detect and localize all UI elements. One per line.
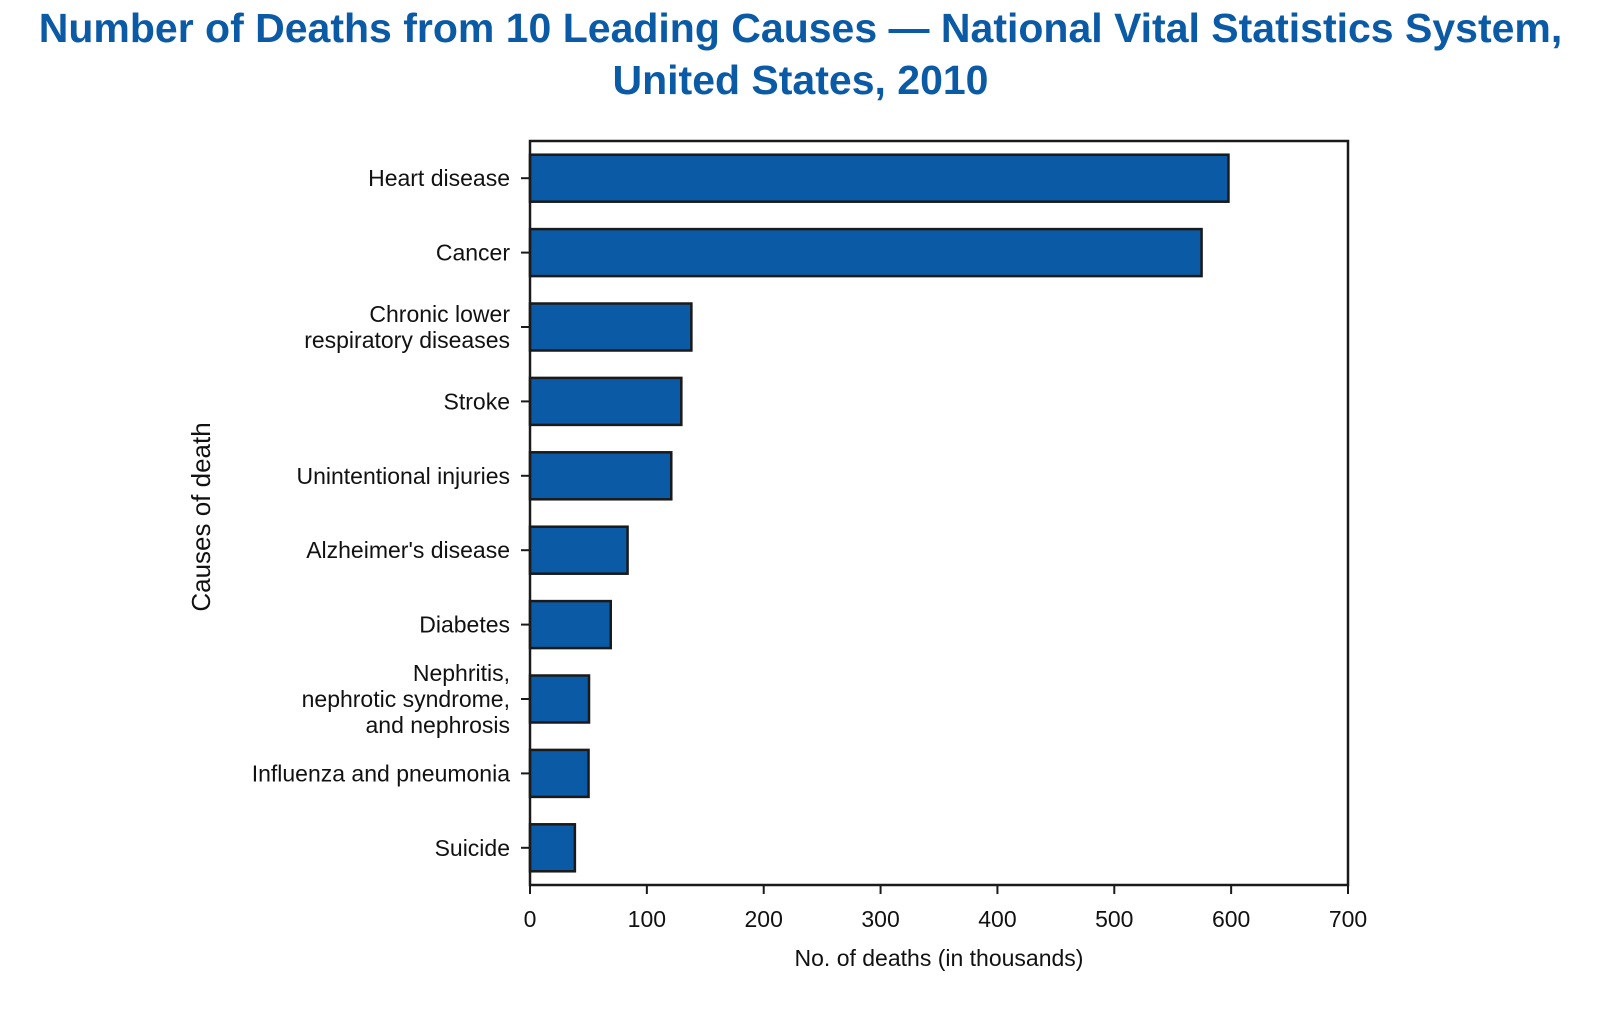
x-tick-label: 600 xyxy=(1212,906,1250,932)
y-tick-label: Cancer xyxy=(436,240,510,266)
chart-title: Number of Deaths from 10 Leading Causes … xyxy=(0,2,1601,106)
bars-group xyxy=(528,153,1230,873)
x-tick-label: 300 xyxy=(861,906,899,932)
bar xyxy=(528,674,591,724)
x-tick-label: 100 xyxy=(628,906,666,932)
chart-title-line-2: United States, 2010 xyxy=(612,57,989,103)
x-tick-label: 400 xyxy=(978,906,1016,932)
y-axis-label: Causes of death xyxy=(186,422,216,611)
y-tick-label: Nephritis, nephrotic syndrome, and nephros… xyxy=(302,660,510,738)
x-ticks-group: 0 100 200 300 400 500 600 700 xyxy=(524,885,1367,932)
y-tick-label: Suicide xyxy=(435,835,510,861)
y-tick-label: Alzheimer's disease xyxy=(306,537,510,563)
x-tick-label: 500 xyxy=(1095,906,1133,932)
y-tick-label: Diabetes xyxy=(419,612,510,638)
bar xyxy=(528,599,612,650)
x-tick-label: 200 xyxy=(745,906,783,932)
bar xyxy=(528,525,629,575)
bar xyxy=(528,153,1230,203)
y-tick-label: Chronic lower respiratory diseases xyxy=(304,301,510,353)
y-tick-label: Unintentional injuries xyxy=(296,463,510,489)
bar xyxy=(528,376,683,427)
x-axis-label: No. of deaths (in thousands) xyxy=(795,945,1084,971)
x-tick-label: 700 xyxy=(1329,906,1367,932)
y-tick-label: Stroke xyxy=(444,388,510,414)
x-tick-label: 0 xyxy=(524,906,537,932)
bar xyxy=(528,451,673,501)
bar xyxy=(528,302,693,352)
plot-frame xyxy=(528,139,1350,887)
chart-title-line-1: Number of Deaths from 10 Leading Causes … xyxy=(38,5,1563,51)
y-tick-label: Influenza and pneumonia xyxy=(252,760,511,786)
y-tick-label: Heart disease xyxy=(368,165,510,191)
bar xyxy=(528,748,590,799)
bar xyxy=(528,823,577,873)
y-ticks-group: Heart disease Cancer Chronic lower respirat… xyxy=(252,165,530,861)
bar xyxy=(528,227,1203,278)
